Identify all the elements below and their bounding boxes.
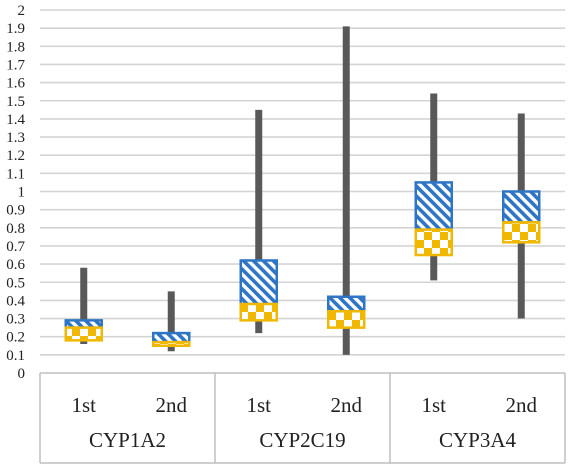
y-tick-label: 1.4 [6, 112, 25, 128]
y-tick-label: 0.2 [6, 330, 25, 346]
y-tick-label: 1.6 [6, 76, 25, 92]
boxes [64, 26, 541, 355]
y-tick-label: 1.9 [6, 21, 25, 37]
category-axis: CYP1A2 CYP2C19 CYP3A4 1st 2nd 1st 2nd 1st 2nd [39, 372, 566, 464]
upper-box [502, 190, 541, 224]
upper-box [327, 295, 366, 313]
lower-box [64, 326, 103, 342]
y-tick-label: 1.5 [6, 94, 25, 110]
y-tick-label: 0.1 [6, 348, 25, 364]
y-tick-label: 1.3 [6, 130, 25, 146]
upper-box [414, 181, 453, 231]
box-label: 2nd [156, 393, 188, 417]
box-label: 2nd [331, 393, 363, 417]
box-label: 1st [246, 393, 271, 417]
lower-box [152, 340, 191, 348]
box-CYP1A2-1st [64, 267, 103, 344]
box-CYP2C19-1st [239, 109, 278, 334]
y-tick-label: 1.1 [6, 166, 25, 182]
y-tick-label: 0.8 [6, 221, 25, 237]
upper-box [239, 259, 278, 306]
y-tick-label: 1 [18, 185, 26, 201]
y-tick-label: 0.3 [6, 312, 25, 328]
lower-box [414, 228, 453, 257]
y-tick-label: 1.2 [6, 148, 25, 164]
y-tick-label: 0.4 [6, 293, 25, 309]
group-label: CYP2C19 [259, 428, 345, 452]
box-label: 1st [421, 393, 446, 417]
lower-box [502, 221, 541, 244]
y-axis-ticks: 0 0.1 0.2 0.3 0.4 0.5 0.6 0.7 0.8 0.9 1 1.1 1.2 1.3 1.… [6, 3, 25, 382]
box-CYP2C19-2nd [327, 26, 366, 355]
gridlines [40, 9, 565, 356]
y-tick-label: 0.5 [6, 275, 25, 291]
box-label: 2nd [506, 393, 538, 417]
box-CYP3A4-2nd [502, 113, 541, 319]
lower-box [327, 310, 366, 329]
box-label: 1st [71, 393, 96, 417]
y-tick-label: 1.7 [6, 57, 25, 73]
y-tick-label: 1.8 [6, 39, 25, 55]
y-tick-label: 0.9 [6, 203, 25, 219]
box-CYP3A4-1st [414, 93, 453, 281]
group-label: CYP1A2 [89, 428, 166, 452]
box-CYP1A2-2nd [152, 291, 191, 352]
y-tick-label: 0.6 [6, 257, 25, 273]
group-label: CYP3A4 [439, 428, 517, 452]
upper-box [152, 331, 191, 344]
y-tick-label: 0.7 [6, 239, 25, 255]
y-tick-label: 2 [18, 3, 26, 19]
y-tick-label: 0 [18, 366, 26, 382]
lower-box [239, 302, 278, 322]
